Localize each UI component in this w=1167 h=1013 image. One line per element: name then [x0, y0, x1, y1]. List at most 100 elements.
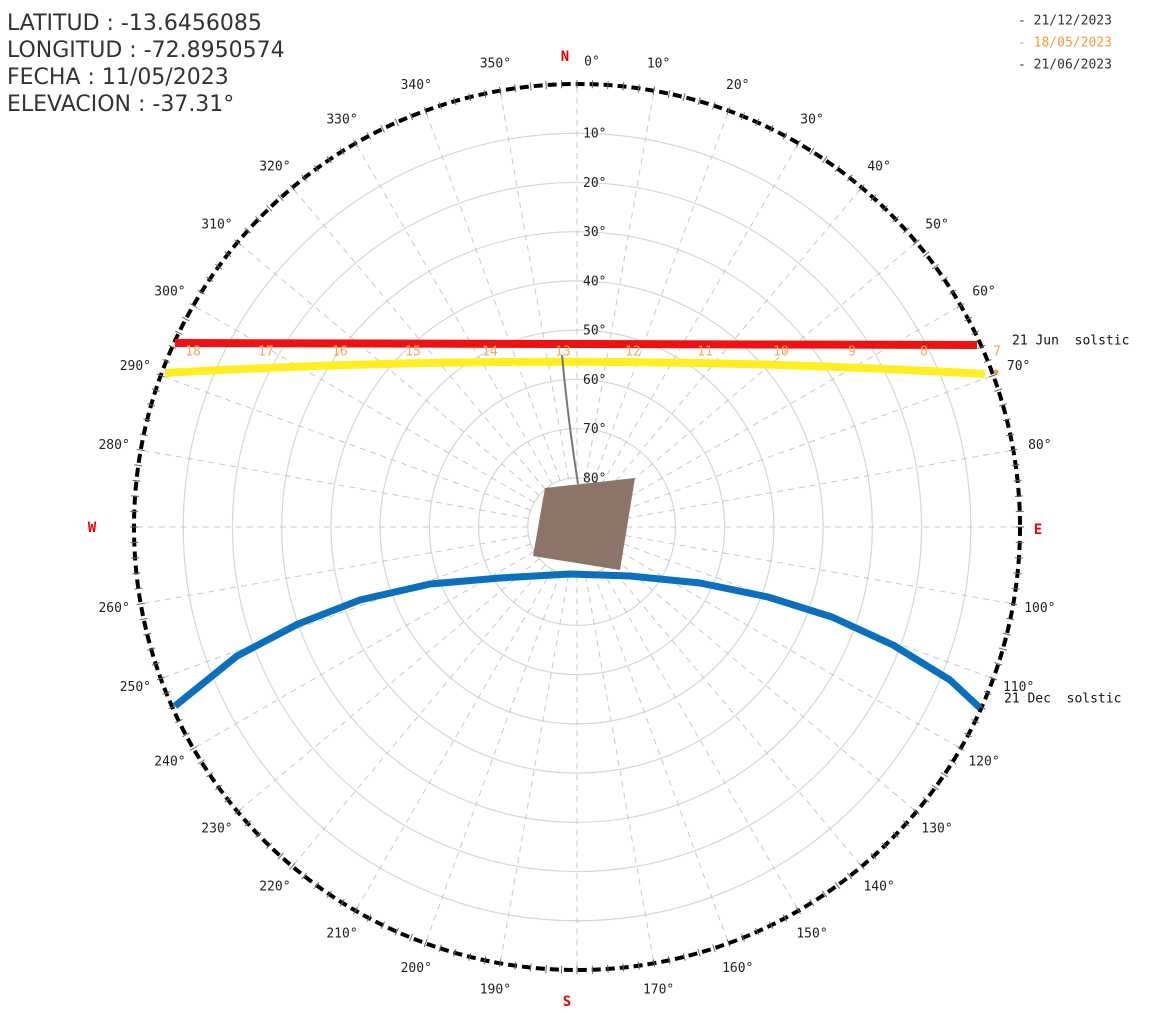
horizon-tick [1009, 602, 1018, 606]
horizon-tick [822, 156, 828, 164]
legend-entry: - 21/06/2023 [1018, 58, 1112, 73]
horizon-tick [234, 239, 242, 246]
sun-marker [993, 369, 999, 375]
horizon-tick [438, 101, 442, 110]
horizon-tick [1006, 617, 1015, 621]
azimuth-label: 160° [722, 961, 753, 976]
horizon-tick [131, 557, 140, 559]
horizon-tick [394, 118, 399, 127]
horizon-tick [366, 132, 372, 140]
horizon-tick [822, 890, 828, 898]
horizon-tick [652, 959, 656, 968]
horizon-tick [902, 820, 910, 827]
horizon-tick [206, 772, 214, 778]
elevation-label: 30° [583, 225, 606, 240]
azimuth-label: 100° [1024, 601, 1055, 616]
horizon-tick [136, 448, 145, 452]
hour-label: 15 [405, 345, 421, 360]
horizon-tick [912, 239, 920, 246]
azimuth-line [608, 187, 863, 490]
horizon-tick [255, 831, 262, 838]
horizon-tick [168, 705, 177, 710]
horizon-tick [339, 899, 345, 907]
horizon-tick [994, 662, 1003, 666]
hour-label: 13 [555, 345, 571, 360]
horizon-tick [998, 647, 1007, 651]
horizon-tick [922, 796, 930, 803]
horizon-tick [983, 690, 992, 695]
horizon-tick [156, 676, 165, 681]
sun-track [561, 354, 579, 485]
elevation-label: 70° [583, 422, 606, 437]
horizon-tick [423, 939, 428, 948]
horizon-tick [182, 732, 190, 738]
horizon-tick [809, 899, 815, 907]
hour-label: 16 [332, 345, 348, 360]
horizon-tick [132, 572, 141, 575]
azimuth-label: 120° [968, 755, 999, 770]
azimuth-label: 210° [326, 927, 357, 942]
horizon-tick [881, 205, 888, 212]
azimuth-label: 250° [120, 680, 151, 695]
hour-label: 14 [482, 345, 498, 360]
horizon-tick [607, 81, 609, 90]
azimuth-label: 300° [154, 285, 185, 300]
horizon-tick [1009, 448, 1018, 452]
horizon-tick [134, 587, 143, 590]
horizon-tick [637, 84, 640, 93]
horizon-tick [234, 808, 242, 815]
horizon-tick [353, 906, 358, 915]
horizon-tick [423, 106, 428, 115]
horizon-tick [697, 97, 701, 106]
horizon-tick [301, 174, 308, 182]
azimuth-label: 20° [726, 78, 749, 93]
horizon-tick [964, 732, 972, 738]
azimuth-label: 230° [201, 822, 232, 837]
horizon-tick [438, 944, 442, 953]
horizon-tick [1014, 557, 1023, 559]
horizon-tick [301, 872, 308, 880]
horizon-tick [255, 216, 262, 223]
horizon-tick [712, 944, 716, 953]
hour-label: 11 [697, 345, 713, 360]
horizon-tick [224, 796, 232, 803]
horizon-tick [277, 852, 284, 860]
elevation-label: 40° [583, 274, 606, 289]
azimuth-label: 330° [326, 112, 357, 127]
horizon-tick [622, 82, 625, 91]
horizon-tick [622, 963, 625, 972]
horizon-tick [881, 842, 888, 849]
horizon-tick [151, 662, 160, 666]
horizon-tick [189, 746, 198, 751]
horizon-tick [1006, 433, 1015, 437]
horizon-tick [380, 125, 386, 133]
horizon-tick [940, 276, 948, 282]
azimuth-label: 350° [480, 57, 511, 72]
horizon-tick [870, 194, 877, 202]
horizon-tick [175, 718, 183, 724]
june-solstice-path [174, 339, 978, 349]
horizon-tick [266, 842, 273, 849]
horizon-tick [289, 184, 296, 192]
horizon-tick [339, 147, 345, 155]
horizon-tick [483, 956, 487, 965]
info-line: ELEVACION : -37.31° [7, 92, 234, 117]
horizon-tick [971, 330, 979, 336]
elevation-label: 20° [583, 176, 606, 191]
azimuth-label: 60° [972, 285, 995, 300]
horizon-tick [326, 890, 332, 898]
azimuth-label: 140° [863, 880, 894, 895]
horizon-tick [652, 86, 656, 95]
horizon-tick [726, 939, 731, 948]
horizon-tick [931, 263, 939, 270]
horizon-tick [726, 106, 731, 115]
azimuth-label: 240° [154, 755, 185, 770]
horizon-tick [1011, 464, 1020, 467]
horizon-tick [740, 933, 745, 942]
azimuth-label: 70° [1007, 359, 1030, 374]
horizon-tick [994, 388, 1003, 392]
horizon-tick [244, 227, 252, 234]
horizon-tick [197, 289, 205, 295]
building [533, 478, 635, 570]
